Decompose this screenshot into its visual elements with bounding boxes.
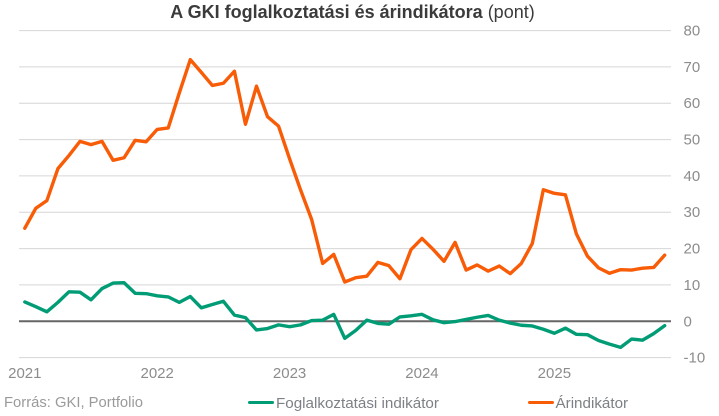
y-axis-label: 10 (684, 277, 701, 294)
gridlines (19, 30, 671, 359)
y-axis-label: 30 (684, 204, 701, 221)
y-axis-label: 0 (684, 313, 692, 330)
y-axis-label: 20 (684, 241, 701, 258)
y-axis-label: 40 (684, 168, 701, 185)
x-axis-label: 2025 (538, 365, 571, 382)
y-axis-label: 60 (684, 95, 701, 112)
employment-line-legend-marker (248, 401, 274, 405)
chart-footer: Forrás: GKI, Portfolio Foglalkoztatási i… (0, 394, 719, 416)
source-label: Forrás: GKI, Portfolio (4, 395, 143, 411)
x-axis-label: 2024 (405, 365, 438, 382)
y-axis-label: 80 (684, 23, 701, 40)
chart-title-suffix: (pont) (482, 2, 535, 22)
x-axis-label: 2022 (141, 365, 174, 382)
legend-item-price[interactable]: Árindikátor (527, 395, 629, 412)
price-line (23, 57, 667, 284)
y-axis-label: -10 (684, 350, 706, 367)
legend-item-employment[interactable]: Foglalkoztatási indikátor (248, 395, 439, 412)
employment-line (23, 281, 667, 350)
legend-label-price: Árindikátor (555, 395, 629, 412)
x-axis-label: 2021 (8, 365, 41, 382)
y-axis-label: 50 (684, 132, 701, 149)
x-axis-labels: 2021 2022 2023 2024 2025 (8, 365, 571, 382)
y-axis-labels: 80 70 60 50 40 30 20 10 0 -10 (684, 23, 706, 367)
legend-label-employment: Foglalkoztatási indikátor (276, 395, 439, 412)
price-line-legend-marker (527, 401, 554, 405)
y-axis-label: 70 (684, 59, 701, 76)
x-axis-label: 2023 (273, 365, 306, 382)
chart-title-main: A GKI foglalkoztatási és árindikátora (170, 2, 483, 22)
chart-title: A GKI foglalkoztatási és árindikátora (p… (0, 2, 712, 23)
